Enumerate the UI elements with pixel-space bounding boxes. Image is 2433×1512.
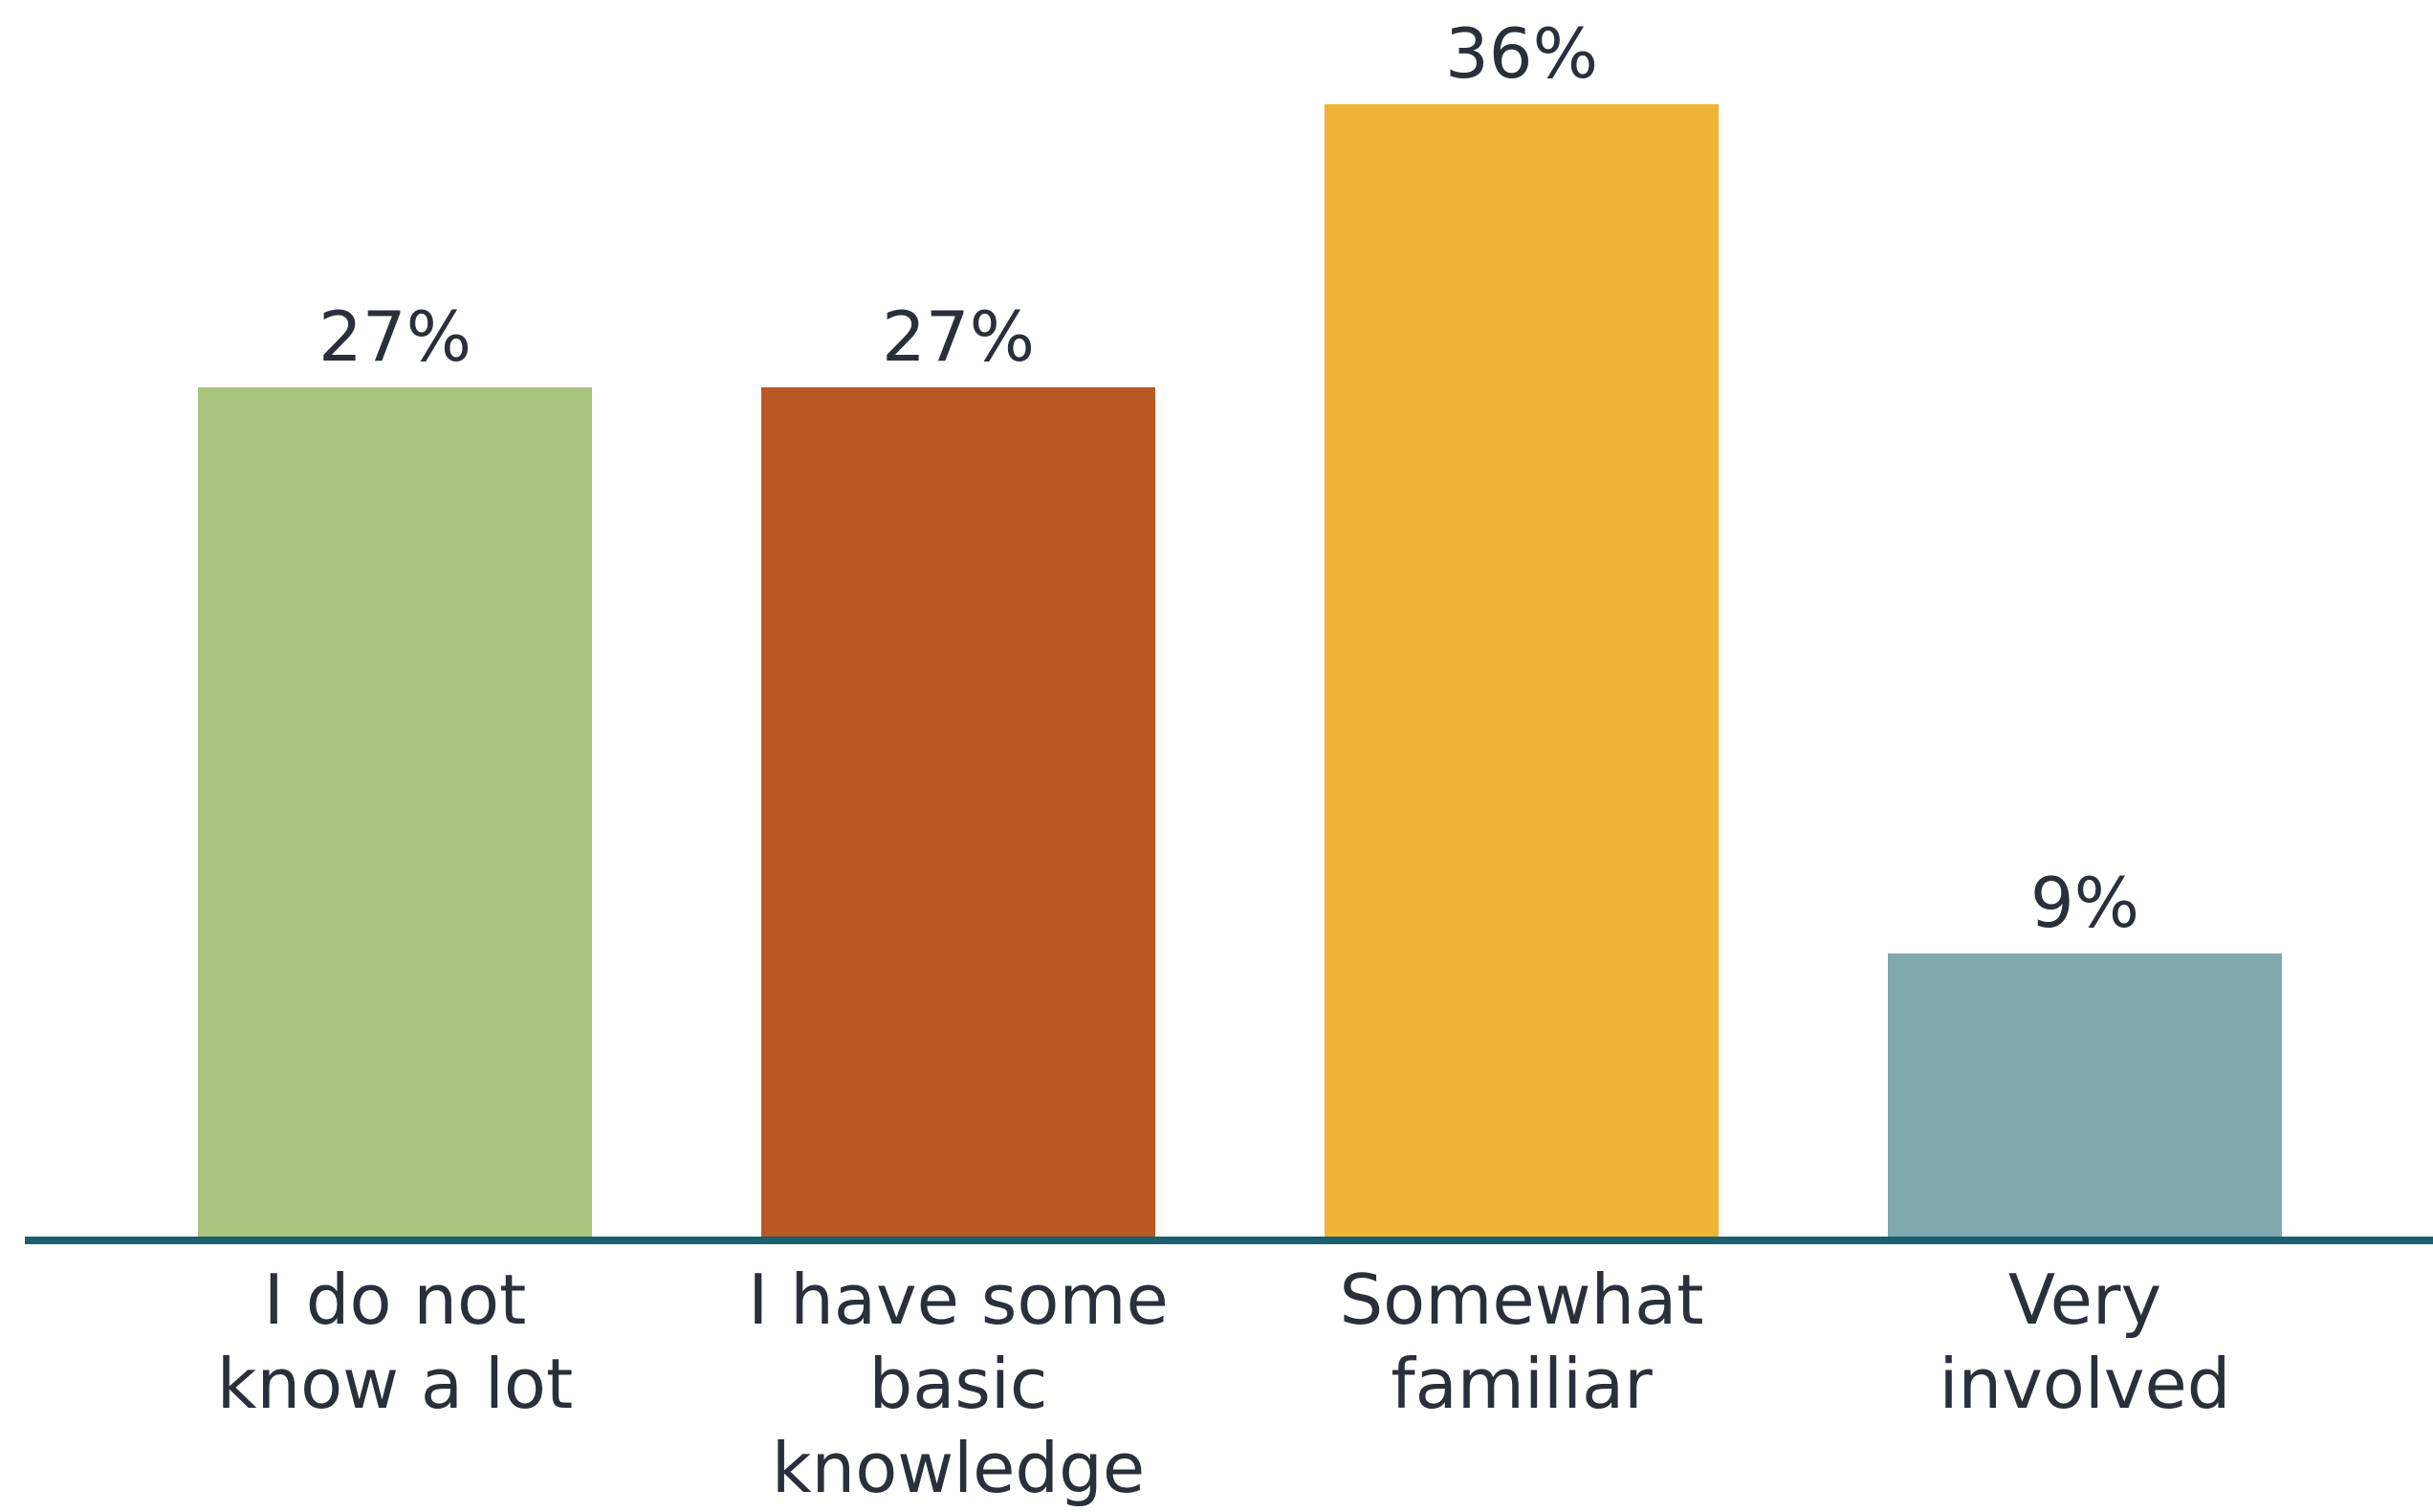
data-label-4: 9% (2030, 863, 2139, 943)
category-label-line: basic (869, 1344, 1048, 1424)
data-label-3: 36% (1445, 13, 1598, 94)
category-label-line: involved (1940, 1344, 2231, 1424)
category-label-4: Very involved (1940, 1260, 2231, 1424)
category-label-line: I do not (264, 1260, 527, 1340)
category-label-2: I have some basic knowledge (748, 1260, 1169, 1508)
category-label-1: I do not know a lot (217, 1260, 573, 1424)
category-label-line: I have some (748, 1260, 1169, 1340)
category-label-line: Very (2008, 1260, 2161, 1340)
bar-2 (761, 387, 1155, 1237)
data-label-1: 27% (318, 296, 471, 377)
category-label-line: familiar (1391, 1344, 1653, 1424)
category-label-line: know a lot (217, 1344, 573, 1424)
category-labels-group: I do not know a lot I have some basic knowle… (217, 1260, 2231, 1508)
category-label-line: knowledge (772, 1428, 1145, 1508)
data-label-2: 27% (882, 296, 1035, 377)
category-label-line: Somewhat (1339, 1260, 1703, 1340)
bar-3 (1325, 104, 1719, 1237)
category-label-3: Somewhat familiar (1339, 1260, 1703, 1424)
bars-group (198, 104, 2282, 1237)
bar-4 (1888, 953, 2282, 1237)
bar-1 (198, 387, 592, 1237)
value-labels-group: 27% 27% 36% 9% (318, 13, 2139, 943)
